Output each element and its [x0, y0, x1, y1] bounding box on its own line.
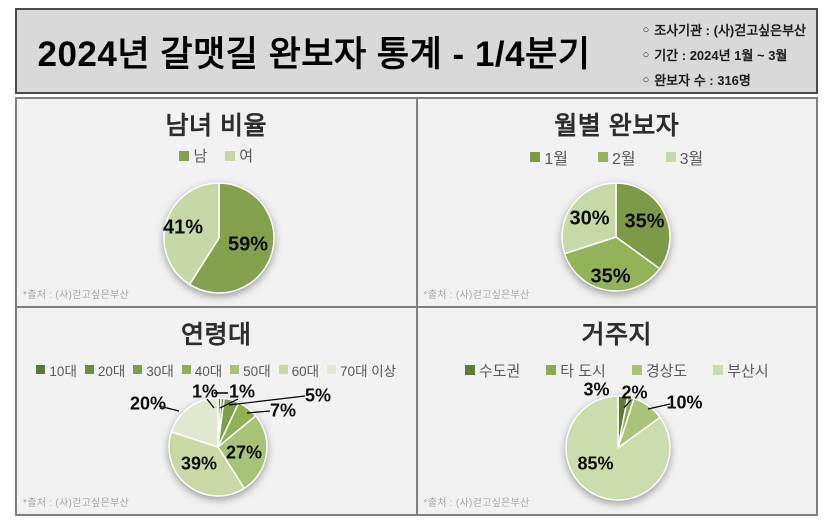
legend-label: 10대	[49, 363, 77, 379]
legend-label: 2월	[611, 151, 636, 168]
legend-swatch-icon	[665, 152, 676, 162]
legend-label: 1월	[544, 151, 568, 168]
source-note: *출처 : (사)걷고싶은부산	[423, 498, 530, 509]
legend-swatch-icon	[36, 365, 46, 374]
legend-label: 70대 이상	[340, 363, 397, 379]
pie-label: 20%	[129, 393, 167, 413]
source-note: *출처 : (사)걷고싶은부산	[423, 289, 530, 301]
pie-label: 2%	[621, 382, 648, 402]
info-survey-org: ○ 조사기관 : (사)걷고싶은부산	[643, 20, 806, 39]
header-box: 2024년 갈맷길 완보자 통계 - 1/4분기 ○ 조사기관 : (사)걷고싶…	[15, 8, 818, 94]
circle-bullet-icon: ○	[642, 23, 650, 36]
legend-item: 여	[225, 145, 253, 166]
legend-swatch-icon	[133, 365, 143, 374]
info-period-text: 기간 : 2024년 1월 ~ 3월	[654, 48, 788, 63]
chart-panel-monthly: 월별 완보자 1월 2월 3월 30% 35% 35% *출처 : (사)걷고싶…	[417, 99, 817, 306]
pie-label: 59%	[227, 233, 269, 256]
legend-swatch-icon	[84, 365, 94, 374]
legend-label: 60대	[291, 363, 320, 379]
info-survey-org-text: 조사기관 : (사)걷고싶은부산	[654, 23, 806, 38]
legend-swatch-icon	[181, 365, 191, 374]
header-info-list: ○ 조사기관 : (사)걷고싶은부산 ○ 기간 : 2024년 1월 ~ 3월 …	[643, 20, 806, 89]
legend-item: 수도권	[464, 360, 521, 381]
pie-label: 1%	[191, 381, 219, 401]
legend-item: 50대	[230, 360, 271, 380]
legend-label: 타 도시	[560, 362, 606, 380]
chart-title-gender: 남녀 비율	[165, 112, 267, 140]
legend-swatch-icon	[327, 365, 337, 374]
legend-swatch-icon	[546, 365, 557, 375]
legend-swatch-icon	[597, 152, 608, 162]
legend-swatch-icon	[713, 365, 724, 375]
legend-swatch-icon	[464, 365, 475, 375]
chart-title-age: 연령대	[180, 320, 252, 349]
legend-label: 40대	[194, 363, 223, 379]
pie-label: 35%	[590, 265, 631, 288]
legend-item: 60대	[278, 360, 320, 380]
info-period: ○ 기간 : 2024년 1월 ~ 3월	[643, 45, 806, 64]
pie-chart-age	[168, 396, 268, 497]
legend-gender: 남 여	[17, 145, 416, 166]
legend-monthly: 1월 2월 3월	[418, 145, 817, 169]
legend-swatch-icon	[278, 365, 288, 374]
chart-panel-residence: 거주지 수도권 타 도시 경상도 부산시 3% 2% 10% 85% *출처 :…	[417, 307, 817, 514]
pie-label: 27%	[225, 442, 263, 462]
legend-item: 타 도시	[546, 360, 606, 381]
chart-panel-gender: 남녀 비율 남 여 41% 59% *출처 : (사)걷고싶은부산	[17, 99, 416, 306]
legend-swatch-icon	[179, 150, 190, 161]
legend-item: 부산시	[713, 360, 769, 381]
pie-label: 39%	[180, 453, 218, 473]
chart-panel-age: 연령대 10대 20대 30대 40대 50대 60대 70대 이상 1% 1%…	[17, 307, 416, 514]
pie-chart-gender	[163, 182, 275, 294]
legend-item: 40대	[181, 360, 223, 380]
circle-bullet-icon: ○	[642, 73, 650, 86]
legend-label: 부산시	[727, 362, 769, 380]
legend-item: 70대 이상	[327, 360, 396, 380]
legend-label: 30대	[146, 363, 174, 379]
legend-swatch-icon	[230, 365, 240, 374]
pie-label: 7%	[269, 400, 297, 420]
legend-label: 수도권	[478, 362, 521, 380]
legend-label: 경상도	[645, 362, 688, 380]
legend-swatch-icon	[530, 152, 541, 162]
source-note: *출처 : (사)걷고싶은부산	[23, 289, 130, 301]
legend-item: 10대	[36, 360, 77, 380]
pie-label: 1%	[228, 381, 256, 401]
chart-title-monthly: 월별 완보자	[554, 112, 680, 140]
legend-label: 50대	[243, 363, 271, 379]
legend-swatch-icon	[225, 150, 236, 161]
legend-residence: 수도권 타 도시 경상도 부산시	[418, 360, 817, 381]
legend-item: 1월	[530, 145, 568, 169]
pie-label: 41%	[162, 216, 204, 239]
legend-label: 남	[193, 148, 208, 165]
legend-item: 2월	[597, 145, 636, 169]
legend-age: 10대 20대 30대 40대 50대 60대 70대 이상	[17, 360, 416, 380]
pie-label: 85%	[577, 453, 614, 473]
pie-chart-monthly	[560, 182, 671, 292]
legend-item: 20대	[84, 360, 126, 380]
legend-item: 남	[179, 145, 207, 166]
chart-grid: 남녀 비율 남 여 41% 59% *출처 : (사)걷고싶은부산 월별 완보자…	[15, 97, 818, 516]
legend-label: 3월	[679, 151, 704, 168]
source-note: *출처 : (사)걷고싶은부산	[23, 498, 130, 509]
pie-chart-residence	[564, 394, 671, 501]
legend-swatch-icon	[631, 365, 642, 375]
legend-label: 20대	[97, 363, 126, 379]
legend-label: 여	[239, 148, 254, 165]
circle-bullet-icon: ○	[642, 48, 650, 61]
legend-item: 30대	[133, 360, 174, 380]
page-title: 2024년 갈맷길 완보자 통계 - 1/4분기	[37, 34, 591, 74]
info-total-count-text: 완보자 수 : 316명	[654, 73, 751, 88]
pie-label: 5%	[304, 385, 332, 405]
pie-label: 35%	[624, 210, 665, 233]
pie-label: 3%	[583, 379, 610, 399]
chart-title-residence: 거주지	[581, 320, 652, 349]
pie-label: 30%	[569, 207, 610, 230]
info-total-count: ○ 완보자 수 : 316명	[643, 70, 806, 89]
pie-label: 10%	[666, 392, 703, 412]
legend-item: 3월	[665, 145, 704, 169]
legend-item: 경상도	[631, 360, 688, 381]
